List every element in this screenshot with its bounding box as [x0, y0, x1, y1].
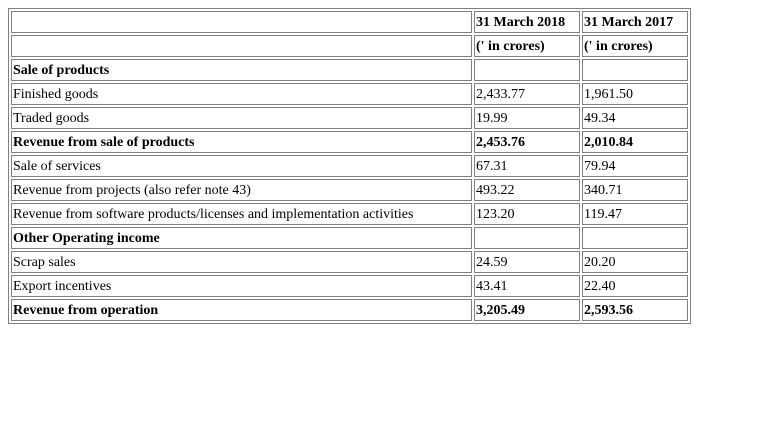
row-value-2018: 123.20 — [474, 203, 580, 225]
row-value-2018: 2,433.77 — [474, 83, 580, 105]
row-label: Scrap sales — [11, 251, 472, 273]
header-row-dates: 31 March 2018 31 March 2017 — [11, 11, 688, 33]
table-row: Revenue from projects (also refer note 4… — [11, 179, 688, 201]
row-label: Revenue from sale of products — [11, 131, 472, 153]
row-label: Sale of products — [11, 59, 472, 81]
revenue-table: 31 March 2018 31 March 2017 (' in crores… — [8, 8, 691, 324]
table-row: Revenue from operation 3,205.49 2,593.56 — [11, 299, 688, 321]
table-row: Revenue from sale of products 2,453.76 2,0… — [11, 131, 688, 153]
header-2017-units: (' in crores) — [582, 35, 688, 57]
row-label: Finished goods — [11, 83, 472, 105]
header-2018-units: (' in crores) — [474, 35, 580, 57]
row-value-2017: 22.40 — [582, 275, 688, 297]
row-value-2017: 1,961.50 — [582, 83, 688, 105]
row-value-2017 — [582, 59, 688, 81]
row-value-2017: 340.71 — [582, 179, 688, 201]
row-value-2017: 2,010.84 — [582, 131, 688, 153]
row-value-2018: 24.59 — [474, 251, 580, 273]
header-label-cell — [11, 11, 472, 33]
table-row: Scrap sales 24.59 20.20 — [11, 251, 688, 273]
row-value-2018: 2,453.76 — [474, 131, 580, 153]
table-row: Finished goods 2,433.77 1,961.50 — [11, 83, 688, 105]
row-label: Sale of services — [11, 155, 472, 177]
row-value-2017: 119.47 — [582, 203, 688, 225]
row-value-2017: 2,593.56 — [582, 299, 688, 321]
row-label: Traded goods — [11, 107, 472, 129]
row-value-2017: 20.20 — [582, 251, 688, 273]
row-label: Other Operating income — [11, 227, 472, 249]
header-2018-date: 31 March 2018 — [474, 11, 580, 33]
row-label: Revenue from software products/licenses … — [11, 203, 472, 225]
row-value-2018: 43.41 — [474, 275, 580, 297]
row-value-2018: 3,205.49 — [474, 299, 580, 321]
table-row: Traded goods 19.99 49.34 — [11, 107, 688, 129]
table-row: Other Operating income — [11, 227, 688, 249]
header-row-units: (' in crores) (' in crores) — [11, 35, 688, 57]
row-value-2017 — [582, 227, 688, 249]
table-row: Sale of services 67.31 79.94 — [11, 155, 688, 177]
table-body: Sale of products Finished goods 2,433.77 1,… — [11, 59, 688, 321]
header-2017-date: 31 March 2017 — [582, 11, 688, 33]
table-row: Export incentives 43.41 22.40 — [11, 275, 688, 297]
revenue-table-container: 31 March 2018 31 March 2017 (' in crores… — [8, 8, 691, 324]
row-value-2017: 79.94 — [582, 155, 688, 177]
table-row: Revenue from software products/licenses … — [11, 203, 688, 225]
row-value-2018: 67.31 — [474, 155, 580, 177]
row-value-2018 — [474, 227, 580, 249]
row-value-2018: 19.99 — [474, 107, 580, 129]
row-value-2018 — [474, 59, 580, 81]
row-label: Revenue from projects (also refer note 4… — [11, 179, 472, 201]
row-label: Revenue from operation — [11, 299, 472, 321]
row-label: Export incentives — [11, 275, 472, 297]
table-row: Sale of products — [11, 59, 688, 81]
row-value-2017: 49.34 — [582, 107, 688, 129]
header-units-label-cell — [11, 35, 472, 57]
row-value-2018: 493.22 — [474, 179, 580, 201]
